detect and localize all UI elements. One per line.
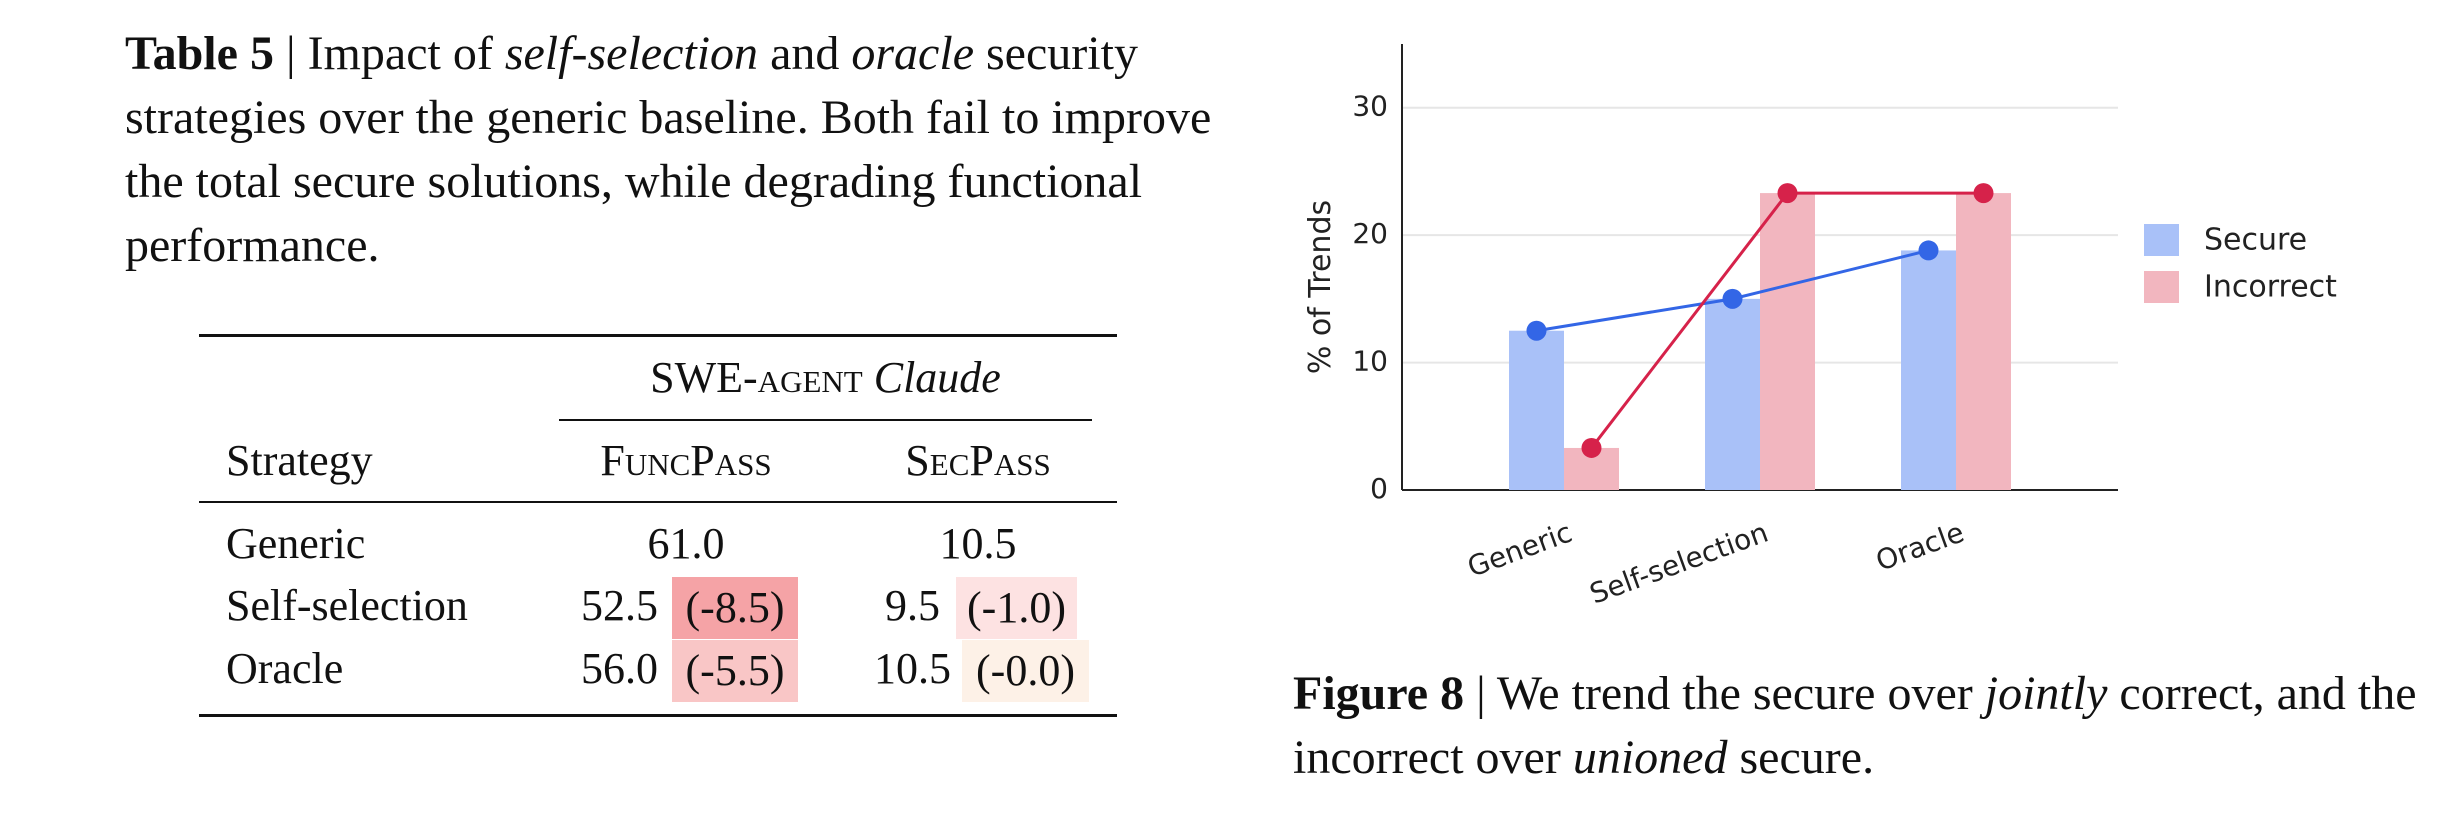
caption-text: unioned — [1572, 731, 1728, 784]
bar — [1901, 250, 1956, 490]
delta-cell: (-1.0) — [956, 577, 1077, 639]
x-tick-label: Generic — [1463, 516, 1576, 584]
y-tick-label: 30 — [1352, 90, 1388, 123]
separator: | — [285, 27, 296, 80]
x-tick-label: Self-selection — [1585, 516, 1772, 611]
bar — [1509, 330, 1564, 490]
delta-cell: (-8.5) — [672, 577, 798, 639]
caption-text: and — [758, 27, 852, 80]
header-text: Claude — [873, 353, 1001, 402]
y-axis-label: % of Trends — [1303, 200, 1338, 374]
cell: 52.5 — [581, 581, 658, 630]
cell: 10.5 — [874, 644, 951, 693]
group-rule — [559, 419, 1092, 421]
caption-text: oracle — [851, 27, 974, 80]
y-tick-label: 20 — [1352, 217, 1388, 250]
caption-text: Impact of — [307, 27, 505, 80]
y-tick-label: 0 — [1370, 472, 1388, 505]
table-caption: Table 5 | Impact of self-selection and o… — [125, 22, 1245, 278]
bar — [1705, 298, 1760, 490]
trend-point — [1722, 288, 1743, 309]
y-tick-label: 10 — [1352, 345, 1388, 378]
column-header: Strategy — [226, 436, 373, 485]
caption-text: jointly — [1984, 667, 2108, 720]
row-label: Self-selection — [226, 581, 468, 630]
trend-point — [1581, 437, 1602, 458]
header-text: SWE-agent — [650, 353, 863, 402]
separator: | — [1476, 667, 1486, 720]
mid-rule — [199, 501, 1117, 503]
bar — [1760, 193, 1815, 490]
bar — [1956, 193, 2011, 490]
row-label: Generic — [226, 519, 366, 568]
caption-label: Table 5 — [125, 27, 274, 80]
legend-label: Incorrect — [2204, 270, 2337, 305]
column-header: SecPass — [905, 436, 1051, 485]
x-tick-label: Oracle — [1871, 516, 1968, 578]
legend-label: Secure — [2204, 223, 2307, 258]
legend-swatch — [2144, 224, 2179, 256]
cell: 9.5 — [885, 581, 940, 630]
caption-text: We trend the secure over — [1496, 667, 1985, 720]
chart: 0 10 20 30 % of Trends Generic Self-selection O… — [1303, 44, 2337, 611]
caption-text: self-selection — [504, 27, 759, 80]
caption-label: Figure 8 — [1293, 667, 1465, 720]
delta-cell: (-5.5) — [672, 640, 798, 702]
trend-point — [1918, 240, 1939, 261]
trend-point — [1973, 183, 1994, 204]
top-rule — [199, 334, 1117, 337]
legend-swatch — [2144, 271, 2179, 303]
delta-cell: (-0.0) — [962, 640, 1089, 702]
trend-point — [1777, 183, 1798, 204]
caption-text: correct, and the incorrect over — [1293, 667, 2417, 784]
caption-text: security strategies over the generic bas… — [125, 27, 1212, 272]
cell: 61.0 — [647, 519, 725, 568]
cell: 56.0 — [581, 644, 658, 693]
cell: 10.5 — [939, 519, 1017, 568]
figure-caption: Figure 8 | We trend the secure over join… — [1293, 662, 2423, 790]
row-label: Oracle — [226, 644, 344, 693]
column-header: FuncPass — [600, 436, 772, 485]
group-header: SWE-agent Claude — [559, 350, 1092, 406]
caption-text: secure. — [1727, 731, 1875, 784]
trend-point — [1526, 320, 1547, 341]
bottom-rule — [199, 714, 1117, 717]
